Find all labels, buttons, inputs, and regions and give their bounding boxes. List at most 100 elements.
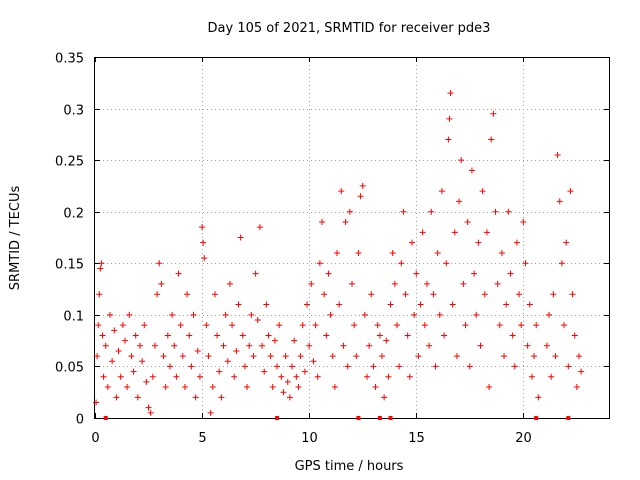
data-point bbox=[166, 363, 173, 370]
data-point bbox=[505, 208, 512, 215]
data-point bbox=[276, 322, 283, 329]
data-point bbox=[184, 291, 191, 298]
y-tick-label: 0.3 bbox=[63, 104, 84, 119]
axis-marker bbox=[534, 416, 539, 420]
data-point bbox=[573, 384, 580, 391]
data-point bbox=[346, 208, 353, 215]
data-point bbox=[124, 384, 131, 391]
data-point bbox=[460, 280, 467, 287]
data-point bbox=[254, 317, 261, 324]
data-point bbox=[179, 353, 186, 360]
data-point bbox=[342, 219, 349, 226]
data-point bbox=[188, 363, 195, 370]
x-tick-label: 10 bbox=[301, 431, 318, 446]
data-point bbox=[441, 332, 448, 339]
data-point bbox=[569, 291, 576, 298]
data-point bbox=[263, 301, 270, 308]
data-point bbox=[353, 353, 360, 360]
data-point bbox=[156, 260, 163, 267]
data-point bbox=[216, 368, 223, 375]
data-point bbox=[524, 342, 531, 349]
data-point bbox=[563, 239, 570, 246]
axis-marker bbox=[377, 416, 382, 420]
data-point bbox=[513, 239, 520, 246]
data-point bbox=[214, 332, 221, 339]
data-point bbox=[443, 260, 450, 267]
y-tick-label: 0.35 bbox=[55, 52, 84, 67]
data-point bbox=[396, 363, 403, 370]
data-point bbox=[226, 280, 233, 287]
data-point bbox=[229, 322, 236, 329]
data-point bbox=[314, 373, 321, 380]
data-point bbox=[338, 188, 345, 195]
data-point bbox=[327, 311, 334, 318]
data-point bbox=[325, 270, 332, 277]
data-point bbox=[274, 363, 281, 370]
data-point bbox=[224, 358, 231, 365]
data-point bbox=[372, 384, 379, 391]
data-point bbox=[398, 260, 405, 267]
data-point bbox=[518, 322, 525, 329]
data-point bbox=[207, 409, 214, 416]
data-point bbox=[535, 394, 542, 401]
data-point bbox=[531, 353, 538, 360]
data-point bbox=[104, 384, 111, 391]
data-point bbox=[548, 373, 555, 380]
data-point bbox=[359, 182, 366, 189]
data-point bbox=[389, 249, 396, 256]
data-point bbox=[158, 280, 165, 287]
data-point bbox=[250, 353, 257, 360]
data-point bbox=[269, 384, 276, 391]
data-point bbox=[503, 301, 510, 308]
data-point bbox=[556, 198, 563, 205]
data-point bbox=[376, 332, 383, 339]
data-point bbox=[306, 342, 313, 349]
data-point bbox=[363, 373, 370, 380]
data-point bbox=[464, 219, 471, 226]
data-point bbox=[106, 311, 113, 318]
data-point bbox=[468, 167, 475, 174]
data-point bbox=[321, 291, 328, 298]
data-point bbox=[319, 219, 326, 226]
data-point bbox=[498, 249, 505, 256]
data-point bbox=[265, 332, 272, 339]
data-point bbox=[109, 358, 116, 365]
data-point bbox=[181, 384, 188, 391]
data-point bbox=[126, 311, 133, 318]
data-point bbox=[507, 270, 514, 277]
data-point bbox=[391, 280, 398, 287]
data-point bbox=[406, 373, 413, 380]
y-tick-label: 0.25 bbox=[55, 155, 84, 170]
x-tick-label: 0 bbox=[91, 431, 99, 446]
data-point bbox=[271, 337, 278, 344]
data-point bbox=[340, 342, 347, 349]
data-point bbox=[299, 322, 306, 329]
data-point bbox=[393, 322, 400, 329]
data-point bbox=[256, 224, 263, 231]
data-point bbox=[486, 384, 493, 391]
data-point bbox=[128, 353, 135, 360]
data-point bbox=[479, 188, 486, 195]
chart-title: Day 105 of 2021, SRMTID for receiver pde… bbox=[208, 21, 491, 36]
data-point bbox=[462, 322, 469, 329]
data-point bbox=[149, 373, 156, 380]
plot-frame bbox=[94, 57, 610, 419]
data-point bbox=[483, 229, 490, 236]
data-point bbox=[308, 280, 315, 287]
y-axis-ticks: 0 0.05 0.1 0.15 0.2 0.25 0.3 0.35 bbox=[55, 52, 609, 428]
data-point bbox=[246, 342, 253, 349]
data-point bbox=[473, 311, 480, 318]
data-point bbox=[121, 337, 128, 344]
data-point bbox=[501, 353, 508, 360]
data-point bbox=[111, 327, 118, 334]
y-tick-label: 0.05 bbox=[55, 361, 84, 376]
data-point bbox=[426, 342, 433, 349]
data-point bbox=[434, 249, 441, 256]
data-point bbox=[368, 291, 375, 298]
data-point bbox=[177, 322, 184, 329]
data-point bbox=[387, 301, 394, 308]
data-point bbox=[554, 151, 561, 158]
data-point bbox=[496, 322, 503, 329]
data-point bbox=[576, 353, 583, 360]
data-point bbox=[143, 378, 150, 385]
